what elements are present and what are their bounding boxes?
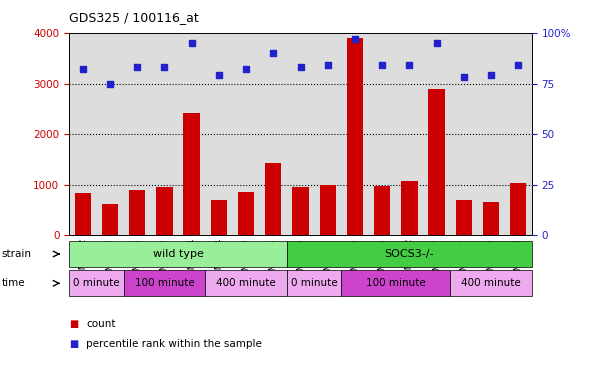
Point (187, 40, 197, 46)
Text: 0 minute: 0 minute (73, 278, 120, 288)
Bar (456, 200, 472, 235)
Bar (292, 187, 309, 235)
Point (241, 67, 251, 72)
Bar (102, 205, 118, 235)
Point (459, 75, 469, 81)
Point (269, 50, 278, 56)
Text: percentile rank within the sample: percentile rank within the sample (86, 339, 262, 349)
Text: 100 minute: 100 minute (135, 278, 194, 288)
Bar (429, 89, 445, 235)
Point (432, 40, 441, 46)
Bar (347, 38, 363, 235)
Bar (156, 187, 172, 235)
Text: 0 minute: 0 minute (291, 278, 337, 288)
Point (350, 36, 360, 42)
Bar (510, 183, 526, 235)
Bar (211, 200, 227, 235)
Text: ■: ■ (69, 339, 78, 349)
Point (105, 81, 115, 86)
Point (214, 72, 224, 78)
Bar (265, 163, 281, 235)
Text: ■: ■ (69, 319, 78, 329)
Text: count: count (86, 319, 115, 329)
Text: GDS325 / 100116_at: GDS325 / 100116_at (69, 11, 199, 24)
Text: 400 minute: 400 minute (216, 278, 276, 288)
Point (404, 62, 414, 68)
Bar (238, 192, 254, 235)
Point (160, 64, 169, 70)
Bar (374, 186, 390, 235)
Point (377, 62, 387, 68)
Text: strain: strain (1, 249, 31, 259)
Bar (75, 193, 91, 235)
Point (132, 64, 142, 70)
Text: 400 minute: 400 minute (461, 278, 521, 288)
Bar (183, 113, 200, 235)
Bar (483, 202, 499, 235)
Point (513, 62, 523, 68)
Text: 100 minute: 100 minute (366, 278, 426, 288)
Bar (129, 190, 145, 235)
Text: time: time (1, 278, 25, 288)
Point (486, 72, 496, 78)
Text: SOCS3-/-: SOCS3-/- (385, 249, 434, 259)
Bar (401, 181, 418, 235)
Point (78, 67, 88, 72)
Point (296, 64, 305, 70)
Bar (320, 185, 336, 235)
Point (323, 62, 332, 68)
Text: wild type: wild type (153, 249, 204, 259)
